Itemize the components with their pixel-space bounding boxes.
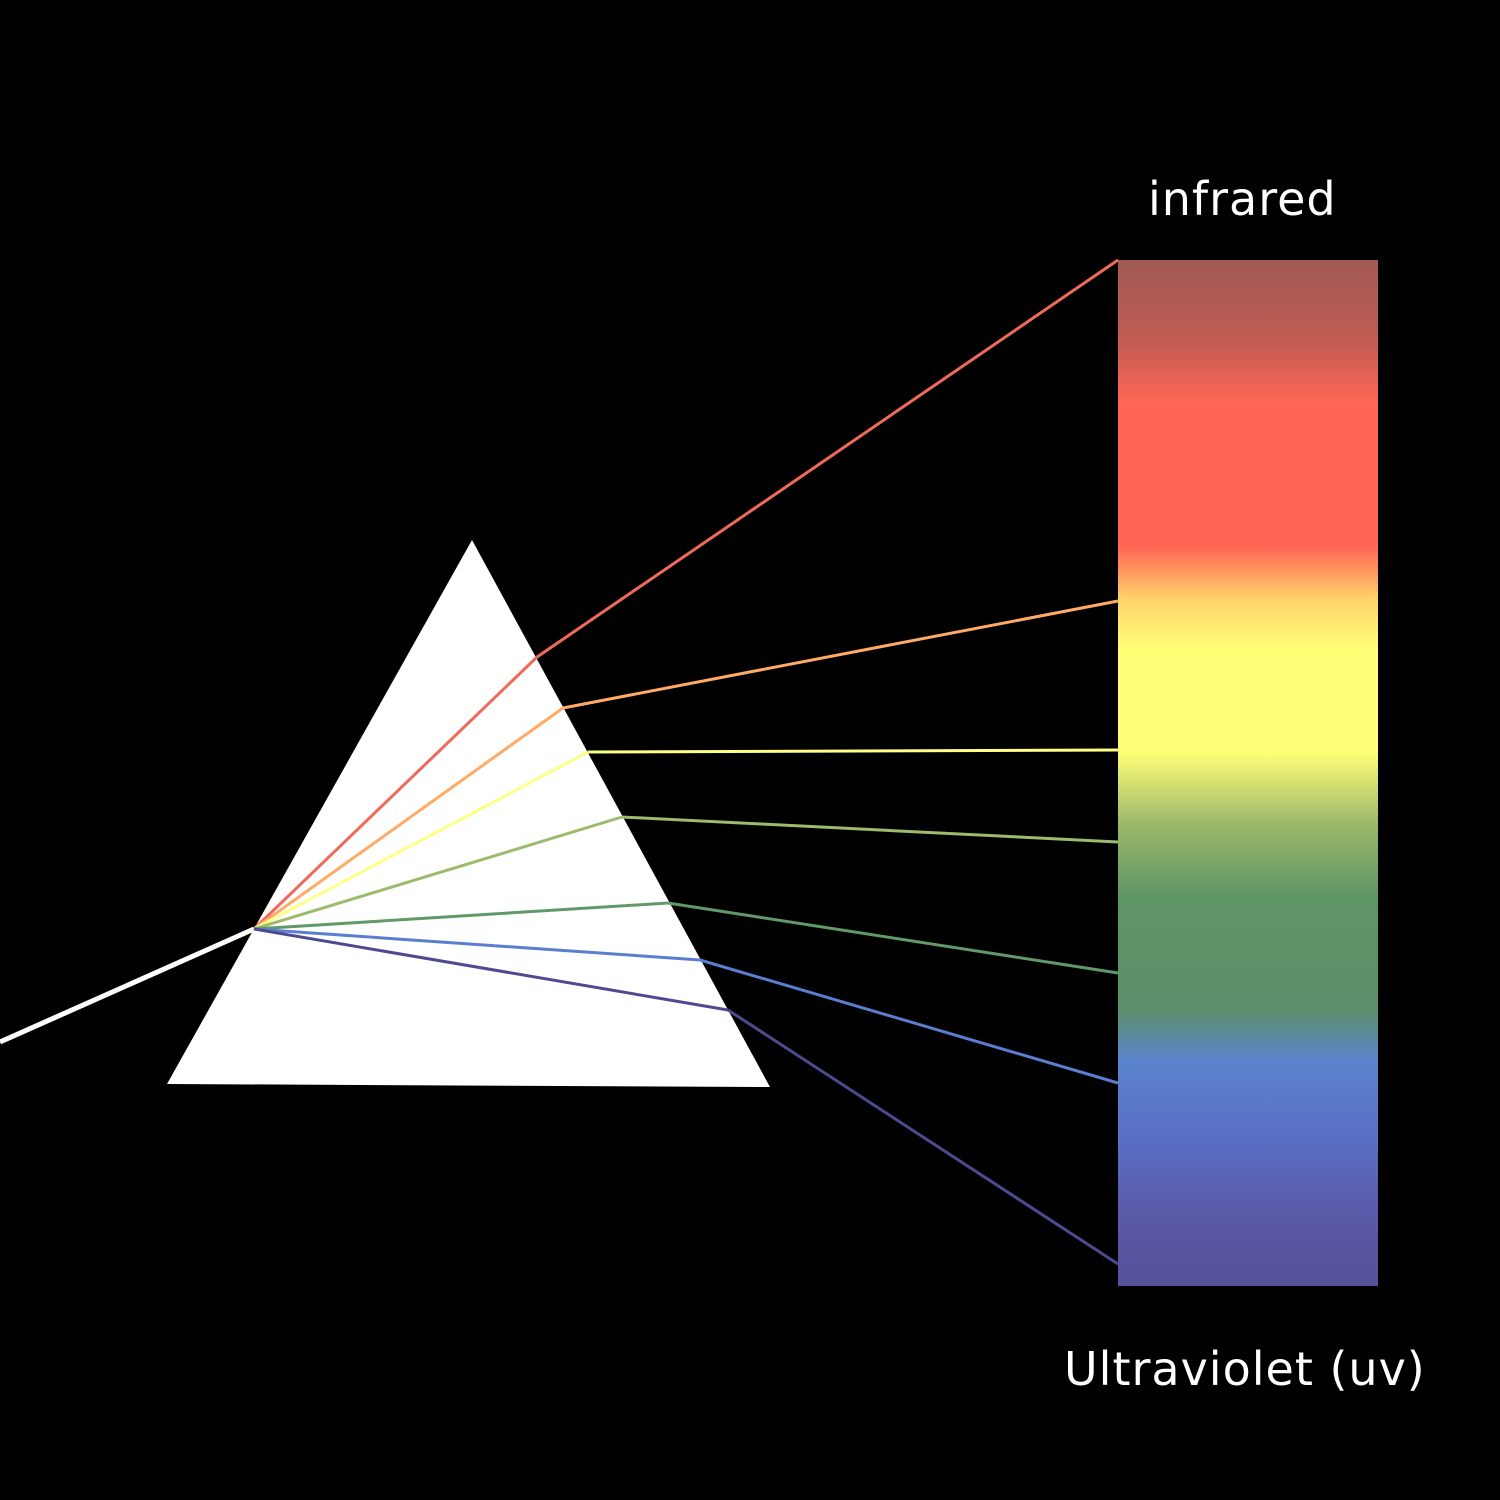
ultraviolet-label: Ultraviolet (uv) xyxy=(1064,1342,1426,1396)
spectrum-bar xyxy=(1118,260,1378,1286)
internal-rays xyxy=(252,655,729,1012)
incident-beam xyxy=(0,926,256,1045)
yellow-ray xyxy=(587,748,1119,754)
external-rays xyxy=(536,258,1119,1266)
green-ray-internal xyxy=(253,901,669,931)
red-ray-internal xyxy=(252,655,539,931)
violet-ray xyxy=(727,1008,1119,1266)
infrared-label: infrared xyxy=(1148,172,1337,226)
orange-ray-internal xyxy=(253,706,564,931)
prism xyxy=(167,540,770,1087)
yellow-green-ray xyxy=(621,815,1119,844)
orange-ray xyxy=(562,599,1119,710)
green-ray xyxy=(667,901,1119,975)
yellow-green-ray-internal xyxy=(253,815,623,931)
violet-ray-internal xyxy=(253,927,729,1012)
red-ray xyxy=(536,258,1119,659)
yellow-ray-internal xyxy=(253,750,589,931)
blue-ray xyxy=(699,958,1119,1085)
blue-ray-internal xyxy=(253,927,701,962)
